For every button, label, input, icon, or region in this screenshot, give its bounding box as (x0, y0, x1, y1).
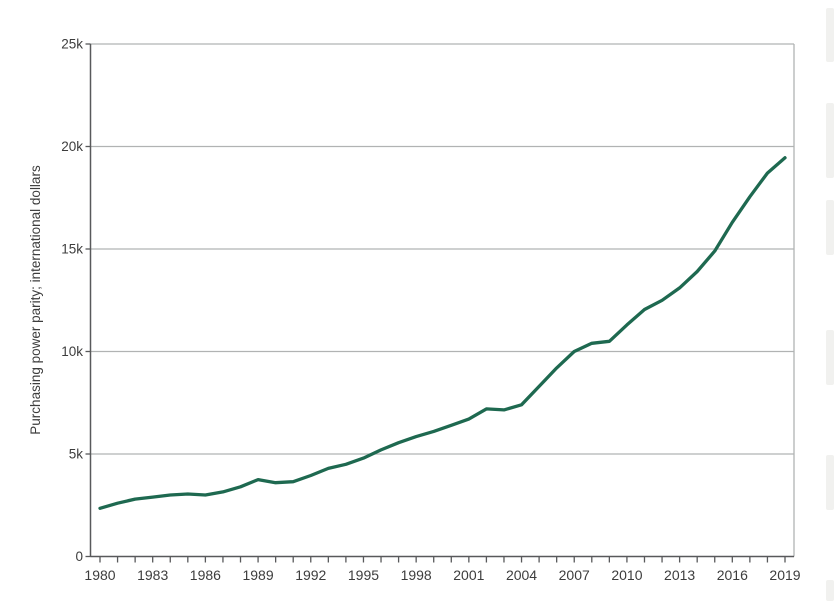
scrollbar-fragment[interactable] (826, 8, 834, 62)
scrollbar-fragment[interactable] (826, 200, 834, 255)
y-tick-label: 15k (61, 242, 83, 257)
scrollbar-fragment[interactable] (826, 103, 834, 178)
page-scrollbar[interactable] (826, 0, 834, 601)
x-tick-label: 2019 (769, 567, 800, 583)
x-tick-label: 2004 (506, 567, 537, 583)
scrollbar-fragment[interactable] (826, 580, 834, 601)
x-tick-label: 2016 (717, 567, 748, 583)
scrollbar-fragment[interactable] (826, 330, 834, 385)
x-tick-label: 2013 (664, 567, 695, 583)
y-tick-label: 25k (61, 37, 83, 52)
x-tick-label: 1998 (401, 567, 432, 583)
y-tick-label: 5k (69, 447, 84, 462)
y-tick-label: 20k (61, 139, 83, 154)
axes (89, 44, 794, 558)
y-axis-title: Purchasing power parity; international d… (28, 165, 43, 435)
gridlines (90, 43, 795, 557)
y-tick-label: 0 (75, 549, 83, 564)
y-tick-label: 10k (61, 344, 83, 359)
ticks (85, 43, 786, 563)
scrollbar-fragment[interactable] (826, 455, 834, 510)
x-tick-label: 1980 (84, 567, 115, 583)
x-tick-label: 1995 (348, 567, 379, 583)
x-tick-label: 1986 (190, 567, 221, 583)
tick-labels: 0 5k 10k 15k 20k 25k 1980 1983 1986 1989 1992 1995 1… (61, 37, 801, 584)
x-tick-label: 2001 (453, 567, 484, 583)
data-series (98, 156, 787, 510)
x-tick-label: 1992 (295, 567, 326, 583)
x-tick-label: 2007 (559, 567, 590, 583)
x-tick-label: 1989 (242, 567, 273, 583)
series-line (98, 156, 787, 510)
x-tick-label: 2010 (611, 567, 642, 583)
x-tick-label: 1983 (137, 567, 168, 583)
